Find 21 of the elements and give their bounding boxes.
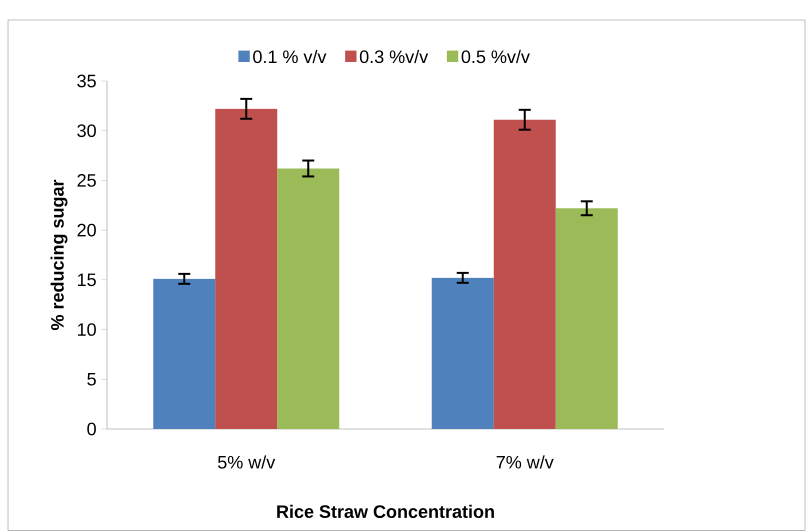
bar xyxy=(277,168,340,429)
x-axis-title: Rice Straw Concentration xyxy=(277,504,494,518)
y-tick-label: 35 xyxy=(77,74,96,88)
bar xyxy=(215,108,278,429)
x-tick-label: 5% w/v xyxy=(218,455,276,469)
x-tick-label: 7% w/v xyxy=(496,455,554,469)
bar xyxy=(556,208,618,429)
y-tick-label: 20 xyxy=(77,224,96,236)
y-tick-label: 30 xyxy=(77,124,96,138)
legend-label: 0.1 % v/v xyxy=(253,50,326,64)
bar xyxy=(432,278,494,429)
bar xyxy=(494,120,556,429)
bar xyxy=(153,278,216,429)
legend-label: 0.5 %v/v xyxy=(462,50,530,64)
y-tick-label: 5 xyxy=(87,373,96,386)
y-tick-label: 15 xyxy=(78,274,96,286)
y-axis-title: % reducing sugar xyxy=(50,180,68,330)
y-tick-label: 0 xyxy=(87,422,96,436)
y-tick-label: 25 xyxy=(77,174,96,187)
y-tick-label: 10 xyxy=(78,323,96,336)
legend-label: 0.3 %v/v xyxy=(360,50,428,64)
